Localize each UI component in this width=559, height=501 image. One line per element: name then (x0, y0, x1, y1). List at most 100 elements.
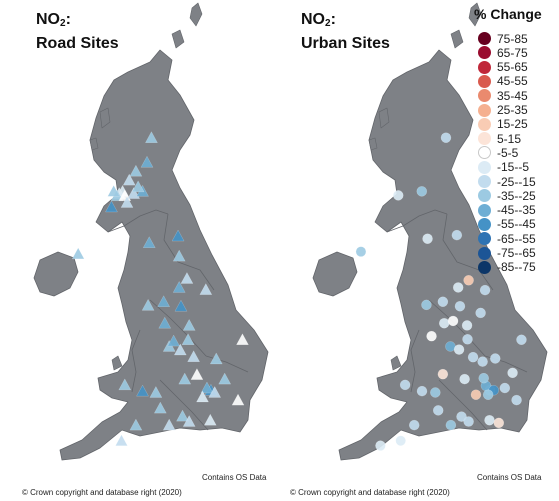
road-site-marker (120, 196, 134, 208)
road-site-marker (203, 413, 217, 426)
legend-item: -65--55 (478, 231, 536, 246)
road-site-marker (199, 283, 213, 295)
region-border (149, 299, 207, 357)
road-site-marker (176, 409, 189, 422)
urban-site-marker (456, 411, 467, 422)
legend-item: 55-65 (478, 60, 528, 75)
road-site-marker (167, 334, 180, 347)
legend-swatch (478, 203, 491, 217)
road-site-marker (173, 343, 187, 356)
road-site-marker (153, 401, 167, 414)
road-site-marker (236, 333, 249, 345)
region-border (107, 209, 169, 233)
urban-site-marker (470, 389, 482, 400)
legend-swatch (478, 232, 491, 246)
urban-site-marker (463, 275, 474, 286)
region-border (428, 299, 486, 357)
legend-label: -55--45 (497, 217, 536, 232)
road-site-marker (180, 272, 194, 284)
region-border (442, 213, 494, 291)
legend-swatch (478, 217, 491, 231)
panel-title: NO2: Road Sites (36, 11, 119, 52)
island-shape (378, 107, 390, 129)
urban-site-marker (437, 296, 449, 307)
island-shape (368, 137, 378, 151)
northern-ireland-shape (33, 251, 79, 297)
legend-label: -75--65 (497, 246, 536, 260)
island-shape (189, 2, 203, 27)
legend-swatch (478, 175, 491, 188)
island-shape (99, 107, 111, 129)
legend-label: -5-5 (497, 145, 519, 160)
region-border (205, 355, 249, 373)
road-site-marker (158, 316, 172, 329)
legend-swatch (478, 89, 491, 103)
urban-site-marker (454, 301, 466, 312)
region-border (163, 213, 215, 291)
road-site-marker (149, 386, 163, 398)
urban-site-marker (395, 435, 406, 446)
road-site-marker (127, 187, 141, 199)
road-site-marker (141, 298, 155, 311)
legend-swatch (478, 160, 491, 174)
road-site-marker (172, 281, 186, 293)
road-site-marker (145, 131, 158, 143)
legend-label: -15--5 (497, 160, 530, 175)
island-shape (450, 29, 464, 49)
road-sites-map (33, 2, 269, 461)
road-site-marker (171, 229, 185, 242)
urban-site-marker (421, 299, 432, 311)
legend-label: -25--15 (497, 174, 536, 189)
road-site-marker (187, 350, 200, 362)
site-markers (71, 131, 249, 446)
urban-sites-map (312, 2, 548, 461)
northern-ireland-shape (312, 251, 358, 297)
road-site-marker (231, 393, 245, 406)
urban-site-marker (475, 307, 486, 319)
urban-site-marker (393, 190, 404, 201)
urban-site-marker (463, 416, 474, 427)
road-site-marker (209, 352, 223, 365)
region-border (159, 379, 209, 431)
legend-item: -75--65 (478, 246, 536, 261)
legend-item: -85--75 (478, 260, 536, 275)
urban-site-marker (409, 419, 420, 431)
urban-site-marker (484, 414, 495, 426)
legend-item: 35-45 (478, 88, 528, 103)
island-shape (111, 355, 123, 371)
road-site-marker (136, 384, 149, 397)
legend-item: -15--5 (478, 160, 529, 175)
urban-site-marker (478, 372, 489, 384)
legend-item: -55--45 (478, 217, 536, 232)
road-site-marker (181, 333, 195, 345)
legend-label: 15-25 (497, 117, 528, 132)
road-site-marker (162, 418, 176, 431)
legend-swatch (478, 46, 491, 60)
island-shape (171, 29, 185, 49)
legend-title: % Change (474, 6, 542, 22)
urban-site-marker (490, 353, 501, 364)
road-site-marker (107, 184, 121, 197)
urban-site-marker (430, 387, 441, 398)
legend-label: -65--55 (497, 231, 536, 246)
legend-swatch (478, 74, 491, 88)
urban-site-marker (440, 132, 452, 143)
os-data-credit: Contains OS Data (477, 473, 542, 482)
urban-site-marker (355, 246, 367, 257)
road-site-marker (157, 295, 170, 307)
road-site-marker (218, 372, 232, 385)
region-border (386, 209, 448, 233)
urban-site-marker (499, 382, 511, 394)
panel-title: NO2: Urban Sites (301, 11, 390, 52)
legend-item: 5-15 (478, 131, 521, 146)
region-border (410, 329, 420, 393)
urban-sites-panel: NO2: Urban Sites Contains OS Data © Crow… (279, 0, 559, 501)
legend-item: -35--25 (478, 188, 536, 203)
urban-site-marker (493, 417, 505, 429)
region-border (131, 329, 141, 393)
urban-site-marker (445, 419, 457, 431)
road-site-marker (190, 368, 204, 380)
urban-site-marker (461, 320, 473, 331)
legend-swatch (478, 246, 491, 260)
legend-label: 35-45 (497, 88, 528, 103)
